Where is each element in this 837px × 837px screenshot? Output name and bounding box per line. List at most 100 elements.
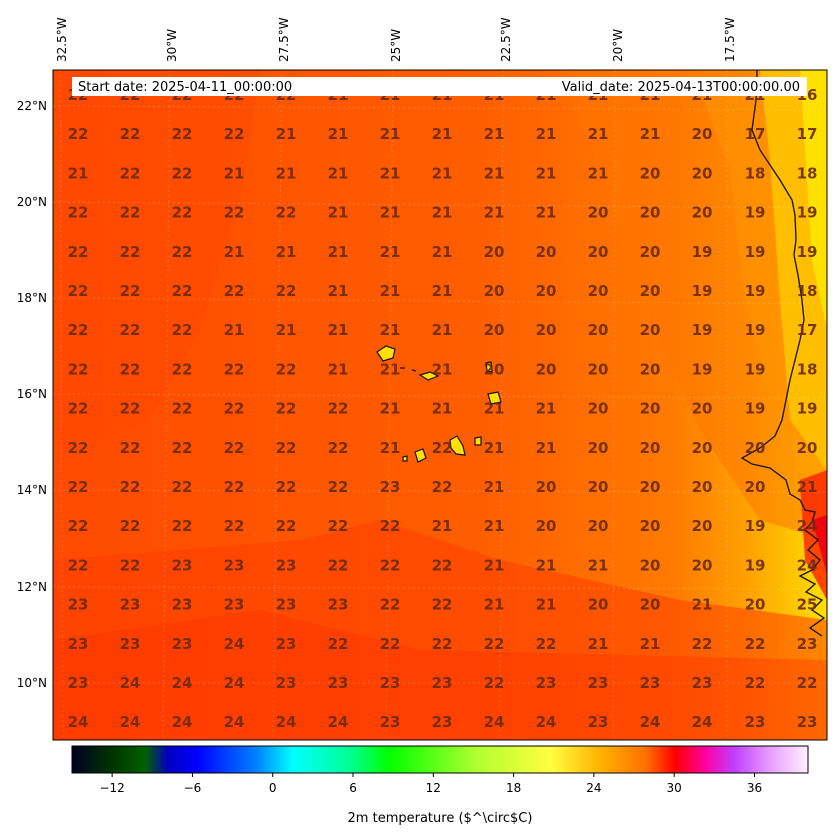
grid-value: 20 <box>640 204 661 222</box>
grid-value: 21 <box>380 400 401 418</box>
grid-value: 20 <box>588 517 609 535</box>
grid-value: 23 <box>276 556 297 574</box>
grid-value: 22 <box>172 360 193 378</box>
grid-value: 20 <box>745 596 766 614</box>
grid-value: 21 <box>432 517 453 535</box>
cape-verde-islands <box>376 345 502 463</box>
grid-value: 24 <box>797 556 818 574</box>
grid-value: 20 <box>484 321 505 339</box>
latitude-labels: 22°N 20°N 18°N 16°N 14°N 12°N 10°N <box>17 99 47 690</box>
valid-date-label: Valid_date: 2025-04-13T00:00:00.00 <box>562 80 800 95</box>
grid-value: 21 <box>432 204 453 222</box>
grid-value: 22 <box>68 204 89 222</box>
grid-value: 22 <box>432 635 453 653</box>
grid-value: 20 <box>745 478 766 496</box>
grid-value: 21 <box>328 125 349 143</box>
grid-value: 22 <box>484 674 505 692</box>
grid-value: 22 <box>224 204 245 222</box>
grid-value: 24 <box>224 635 245 653</box>
latitude-tick-label: 22°N <box>17 99 47 113</box>
grid-value: 22 <box>172 517 193 535</box>
grid-value: 23 <box>172 556 193 574</box>
grid-value: 20 <box>588 243 609 261</box>
grid-value: 22 <box>224 400 245 418</box>
grid-value: 19 <box>745 400 766 418</box>
grid-value: 20 <box>588 321 609 339</box>
grid-value: 24 <box>536 713 557 731</box>
grid-value: 19 <box>797 204 818 222</box>
grid-value: 21 <box>484 125 505 143</box>
grid-value: 17 <box>797 321 818 339</box>
colorbar-tick-label: 18 <box>506 781 521 795</box>
grid-value: 22 <box>276 360 297 378</box>
grid-value: 22 <box>120 478 141 496</box>
longitude-labels: 32.5°W 30°W 27.5°W 25°W 22.5°W 20°W 17.5°W <box>55 17 737 62</box>
grid-value: 21 <box>380 164 401 182</box>
grid-value: 21 <box>432 125 453 143</box>
grid-value: 24 <box>328 713 349 731</box>
grid-value: 20 <box>640 596 661 614</box>
grid-value: 20 <box>588 204 609 222</box>
grid-value: 20 <box>640 517 661 535</box>
colorbar-label: 2m temperature ($^\circ$C) <box>348 811 533 826</box>
grid-value: 20 <box>640 164 661 182</box>
latitude-tick-label: 10°N <box>17 676 47 690</box>
grid-value: 20 <box>640 243 661 261</box>
grid-value: 20 <box>588 400 609 418</box>
grid-value: 20 <box>692 164 713 182</box>
grid-value: 19 <box>745 517 766 535</box>
grid-value: 23 <box>797 713 818 731</box>
grid-value: 23 <box>536 674 557 692</box>
grid-value: 22 <box>692 635 713 653</box>
grid-value: 21 <box>484 204 505 222</box>
grid-value: 21 <box>484 164 505 182</box>
colorbar-tick-label: 30 <box>667 781 682 795</box>
grid-value: 24 <box>276 713 297 731</box>
grid-value: 21 <box>68 164 89 182</box>
grid-value: 23 <box>68 596 89 614</box>
grid-value: 24 <box>224 713 245 731</box>
grid-value: 21 <box>536 556 557 574</box>
grid-value: 23 <box>797 635 818 653</box>
grid-value: 20 <box>536 517 557 535</box>
grid-value: 21 <box>380 321 401 339</box>
grid-value: 21 <box>380 204 401 222</box>
latitude-tick-label: 20°N <box>17 195 47 209</box>
grid-value: 22 <box>120 400 141 418</box>
grid-value: 21 <box>224 243 245 261</box>
grid-value: 20 <box>640 556 661 574</box>
value-grid: 2222222222212121212121212121162222222221… <box>68 86 818 731</box>
grid-value: 22 <box>68 321 89 339</box>
grid-value: 21 <box>224 164 245 182</box>
latitude-tick-label: 18°N <box>17 291 47 305</box>
grid-value: 19 <box>692 360 713 378</box>
grid-value: 20 <box>640 400 661 418</box>
grid-value: 20 <box>536 243 557 261</box>
grid-value: 21 <box>484 556 505 574</box>
grid-value: 22 <box>172 282 193 300</box>
grid-value: 21 <box>276 243 297 261</box>
grid-value: 24 <box>120 674 141 692</box>
latitude-tick-label: 12°N <box>17 580 47 594</box>
grid-value: 22 <box>276 478 297 496</box>
colorbar-tick-label: −12 <box>99 781 124 795</box>
grid-value: 23 <box>68 635 89 653</box>
grid-value: 21 <box>432 321 453 339</box>
grid-value: 19 <box>745 204 766 222</box>
grid-value: 20 <box>640 282 661 300</box>
grid-value: 21 <box>276 125 297 143</box>
grid-value: 21 <box>588 635 609 653</box>
grid-value: 21 <box>692 596 713 614</box>
grid-value: 19 <box>692 282 713 300</box>
grid-value: 21 <box>588 556 609 574</box>
grid-value: 20 <box>588 282 609 300</box>
grid-value: 23 <box>432 674 453 692</box>
grid-value: 20 <box>692 478 713 496</box>
grid-value: 22 <box>745 674 766 692</box>
grid-value: 22 <box>380 556 401 574</box>
grid-value: 20 <box>588 439 609 457</box>
grid-value: 23 <box>380 478 401 496</box>
colorbar-tick-label: 6 <box>349 781 357 795</box>
grid-value: 22 <box>224 439 245 457</box>
